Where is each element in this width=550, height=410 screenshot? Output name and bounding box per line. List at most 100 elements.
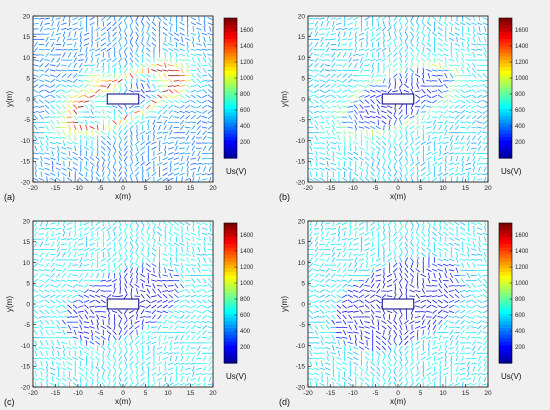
contour-mark	[179, 104, 185, 109]
contour-mark	[129, 231, 134, 237]
contour-mark	[141, 36, 144, 43]
contour-mark	[85, 171, 88, 178]
contour-mark	[410, 309, 414, 315]
contour-mark	[168, 104, 174, 109]
conductor-bar	[381, 298, 415, 310]
contour-mark	[162, 177, 168, 182]
contour-mark	[68, 16, 71, 22]
contour-mark	[364, 326, 370, 329]
contour-mark	[324, 100, 331, 103]
contour-mark	[382, 161, 386, 167]
panel-label: (c)	[4, 397, 15, 407]
contour-mark	[422, 221, 425, 227]
contour-mark	[331, 119, 336, 125]
contour-mark	[364, 242, 370, 246]
contour-mark	[326, 350, 329, 357]
contour-mark	[79, 340, 82, 346]
contour-mark	[201, 222, 208, 226]
contour-mark	[130, 83, 133, 89]
colorbar-segment	[499, 261, 512, 266]
contour-mark	[483, 166, 487, 172]
contour-mark	[443, 247, 449, 252]
contour-mark	[173, 342, 180, 344]
contour-mark	[44, 89, 50, 93]
contour-mark	[169, 262, 172, 268]
contour-mark	[134, 105, 140, 108]
contour-mark	[358, 79, 365, 82]
contour-mark	[78, 346, 84, 350]
contour-mark	[342, 52, 347, 58]
contour-mark	[66, 222, 73, 225]
contour-mark	[44, 294, 50, 298]
contour-mark	[118, 21, 123, 27]
contour-mark	[476, 32, 483, 36]
contour-mark	[330, 38, 337, 41]
contour-mark	[337, 52, 341, 58]
contour-mark	[97, 251, 99, 258]
contour-mark	[192, 41, 195, 48]
contour-mark	[136, 288, 138, 294]
contour-mark	[377, 171, 380, 178]
contour-mark	[404, 26, 409, 32]
contour-mark	[313, 279, 320, 282]
contour-mark	[72, 346, 78, 350]
contour-mark	[448, 104, 454, 109]
contour-mark	[185, 83, 190, 89]
contour-mark	[145, 284, 152, 287]
contour-mark	[66, 48, 73, 51]
contour-mark	[410, 236, 414, 242]
colorbar-segment	[499, 247, 512, 252]
contour-mark	[460, 109, 466, 115]
contour-mark	[158, 145, 161, 152]
contour-mark	[359, 309, 364, 315]
contour-mark	[136, 329, 138, 336]
contour-mark	[388, 31, 391, 37]
contour-mark	[123, 267, 128, 273]
contour-mark	[173, 299, 180, 303]
contour-mark	[190, 314, 196, 320]
contour-mark	[56, 273, 61, 278]
contour-mark	[461, 246, 464, 253]
contour-mark	[78, 356, 84, 361]
contour-mark	[106, 166, 111, 172]
contour-mark	[179, 85, 185, 87]
contour-mark	[39, 257, 44, 263]
contour-mark	[140, 151, 146, 156]
contour-mark	[341, 299, 348, 303]
contour-mark	[314, 135, 319, 141]
contour-mark	[207, 48, 213, 51]
contour-mark	[393, 361, 397, 367]
x-tick-label: -15	[326, 390, 336, 397]
contour-mark	[313, 94, 319, 99]
contour-mark	[386, 290, 393, 292]
contour-mark	[332, 360, 335, 367]
contour-mark	[438, 135, 442, 141]
contour-mark	[129, 171, 134, 177]
contour-mark	[130, 319, 133, 325]
contour-mark	[393, 166, 397, 172]
contour-mark	[107, 371, 111, 377]
contour-mark	[169, 57, 172, 63]
contour-mark	[324, 299, 331, 303]
contour-mark	[124, 52, 128, 58]
contour-mark	[169, 345, 173, 351]
contour-mark	[437, 247, 443, 252]
contour-mark	[482, 94, 488, 98]
contour-mark	[163, 283, 168, 289]
contour-mark	[106, 366, 111, 372]
contour-mark	[202, 110, 208, 114]
contour-mark	[185, 325, 190, 330]
contour-mark	[118, 130, 122, 136]
contour-mark	[74, 241, 77, 248]
contour-mark	[118, 225, 122, 232]
contour-mark	[437, 331, 444, 334]
contour-mark	[428, 272, 430, 279]
contour-mark	[476, 126, 483, 129]
colorbar-segment	[224, 349, 237, 354]
contour-mark	[66, 279, 73, 282]
contour-mark	[341, 43, 348, 46]
contour-mark	[454, 104, 460, 109]
contour-mark	[201, 336, 208, 339]
contour-mark	[349, 241, 352, 248]
contour-mark	[201, 363, 208, 365]
